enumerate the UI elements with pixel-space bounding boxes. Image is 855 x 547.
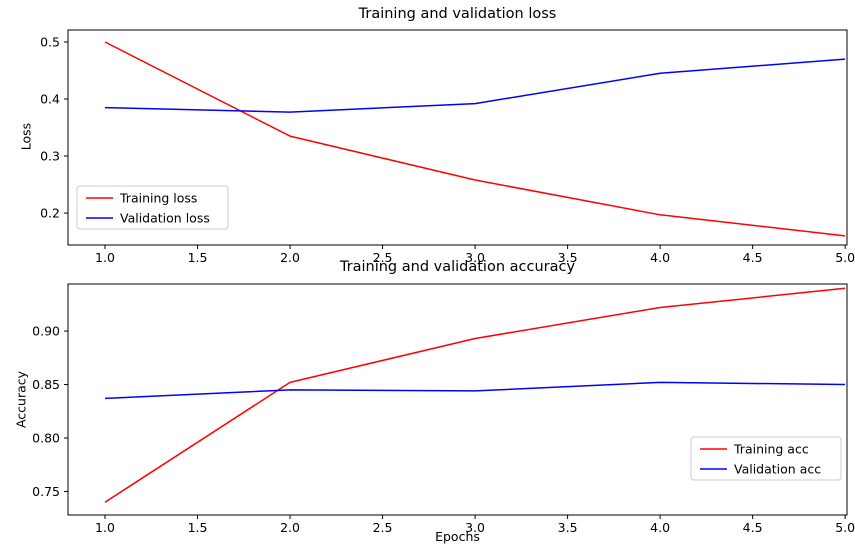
- y-tick-label: 0.75: [32, 484, 60, 499]
- x-tick-label: 4.0: [650, 520, 670, 535]
- x-tick-label: 1.0: [95, 250, 115, 265]
- loss-chart: 1.0 1.5 2.0 2.5 3.0 3.5 4.0 4.5 5.0 0.2 0.3 0.4 0.5 T…: [40, 29, 855, 265]
- x-tick-label: 3.0: [465, 250, 485, 265]
- x-tick-label: 4.5: [743, 520, 763, 535]
- y-tick-label: 0.2: [40, 206, 60, 221]
- y-tick-label: 0.80: [32, 431, 60, 446]
- axes-frame: [67, 29, 848, 246]
- legend-label: Validation loss: [120, 211, 210, 226]
- y-tick-label: 0.5: [40, 34, 60, 49]
- x-tick-label: 2.5: [373, 250, 393, 265]
- x-tick-label: 2.0: [280, 520, 300, 535]
- x-tick-label: 5.0: [835, 250, 855, 265]
- validation-acc-line: [104, 381, 846, 400]
- accuracy-chart: 1.0 1.5 2.0 2.5 3.0 3.5 4.0 4.5 5.0 0.75 0.80 0.85 0…: [32, 283, 855, 535]
- x-tick-label: 3.5: [558, 250, 578, 265]
- accuracy-chart-title: Training and validation accuracy: [339, 259, 576, 275]
- training-acc-line: [104, 287, 846, 503]
- x-tick-label: 2.0: [280, 250, 300, 265]
- x-tick-label: 1.0: [95, 520, 115, 535]
- y-tick-label: 0.90: [32, 324, 60, 339]
- legend-box: [76, 185, 229, 230]
- x-tick-label: 5.0: [835, 520, 855, 535]
- x-tick-label: 4.5: [743, 250, 763, 265]
- axes-frame: [67, 283, 848, 516]
- y-tick-label: 0.85: [32, 377, 60, 392]
- legend-label: Validation acc: [734, 462, 821, 477]
- legend-box: [690, 436, 842, 481]
- x-tick-label: 3.5: [558, 520, 578, 535]
- training-loss-line: [104, 41, 846, 237]
- validation-loss-line: [104, 58, 846, 113]
- x-tick-label: 1.5: [188, 250, 208, 265]
- x-axis-label: Epochs: [435, 529, 480, 544]
- legend-label: Training loss: [119, 191, 197, 206]
- x-tick-label: 4.0: [650, 250, 670, 265]
- y-tick-label: 0.3: [40, 149, 60, 164]
- legend-label: Training acc: [733, 442, 809, 457]
- x-tick-label: 3.0: [465, 520, 485, 535]
- y-tick-label: 0.4: [40, 92, 60, 107]
- x-tick-label: 2.5: [373, 520, 393, 535]
- x-tick-label: 1.5: [188, 520, 208, 535]
- loss-chart-title: Training and validation loss: [358, 6, 557, 22]
